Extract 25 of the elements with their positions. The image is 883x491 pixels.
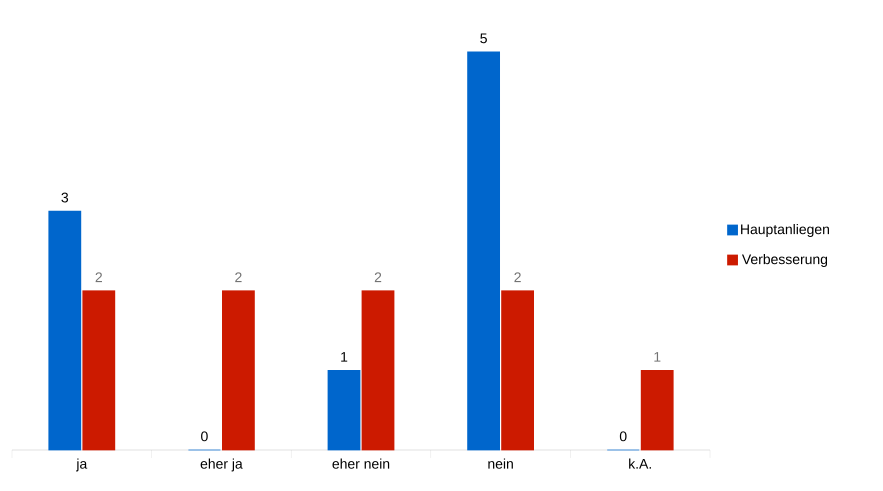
data-label: 0 [201, 431, 208, 442]
bar [48, 210, 82, 450]
data-label: 0 [620, 431, 627, 442]
x-tick-label: eher nein [332, 458, 390, 469]
data-label: 2 [96, 272, 102, 282]
bar [640, 370, 674, 450]
bar [82, 290, 116, 450]
bar [362, 290, 394, 450]
data-label: 2 [514, 272, 521, 282]
bar [222, 290, 255, 450]
x-tick-label: eher ja [200, 458, 243, 472]
data-label: 2 [235, 272, 242, 282]
data-label: 3 [61, 192, 68, 202]
data-label: 5 [480, 34, 487, 44]
bar [467, 52, 500, 450]
data-label: 1 [654, 352, 660, 362]
x-tick-label: nein [488, 458, 513, 469]
x-tick-label: ja [76, 458, 88, 472]
bar [501, 290, 534, 450]
data-label: 2 [374, 272, 382, 282]
bar [328, 370, 360, 450]
legend-label: Verbesserung [742, 254, 828, 267]
legend-label: Hauptanliegen [741, 224, 829, 237]
data-label: 1 [341, 352, 348, 362]
x-tick-label: k.A. [629, 458, 651, 469]
